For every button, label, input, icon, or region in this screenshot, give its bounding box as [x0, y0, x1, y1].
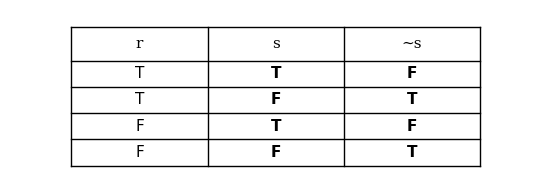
Text: T: T	[271, 119, 281, 134]
Text: F: F	[407, 66, 417, 81]
Text: ∼s: ∼s	[402, 37, 422, 51]
Text: r: r	[136, 37, 143, 51]
Text: T: T	[407, 92, 417, 107]
Text: F: F	[135, 145, 144, 160]
Text: T: T	[407, 145, 417, 160]
Text: s: s	[272, 37, 280, 51]
Text: F: F	[135, 119, 144, 134]
Text: T: T	[135, 92, 144, 107]
Text: F: F	[407, 119, 417, 134]
Text: T: T	[271, 66, 281, 81]
Text: F: F	[271, 92, 281, 107]
Text: F: F	[271, 145, 281, 160]
Text: T: T	[135, 66, 144, 81]
